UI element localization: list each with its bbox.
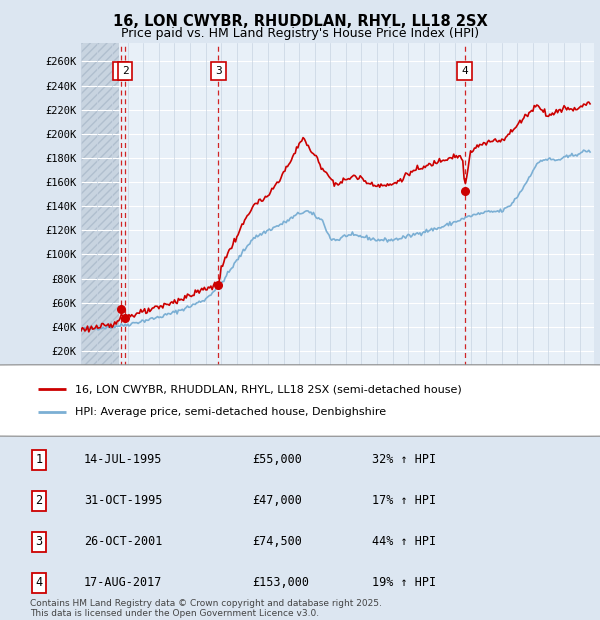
Text: Contains HM Land Registry data © Crown copyright and database right 2025.
This d: Contains HM Land Registry data © Crown c… [30, 599, 382, 618]
Text: 4: 4 [461, 66, 468, 76]
Text: 44% ↑ HPI: 44% ↑ HPI [372, 536, 436, 548]
Text: 14-JUL-1995: 14-JUL-1995 [84, 453, 163, 466]
Text: 17% ↑ HPI: 17% ↑ HPI [372, 494, 436, 507]
Text: £153,000: £153,000 [252, 577, 309, 590]
Text: Price paid vs. HM Land Registry's House Price Index (HPI): Price paid vs. HM Land Registry's House … [121, 27, 479, 40]
Text: 16, LON CWYBR, RHUDDLAN, RHYL, LL18 2SX: 16, LON CWYBR, RHUDDLAN, RHYL, LL18 2SX [113, 14, 487, 29]
Text: 3: 3 [215, 66, 222, 76]
Text: 19% ↑ HPI: 19% ↑ HPI [372, 577, 436, 590]
Text: £55,000: £55,000 [252, 453, 302, 466]
Text: 2: 2 [35, 494, 43, 507]
Text: 1: 1 [35, 453, 43, 466]
Text: 17-AUG-2017: 17-AUG-2017 [84, 577, 163, 590]
Text: 2: 2 [122, 66, 128, 76]
Text: 1: 1 [117, 66, 124, 76]
Text: 31-OCT-1995: 31-OCT-1995 [84, 494, 163, 507]
Text: 32% ↑ HPI: 32% ↑ HPI [372, 453, 436, 466]
Text: £74,500: £74,500 [252, 536, 302, 548]
Text: HPI: Average price, semi-detached house, Denbighshire: HPI: Average price, semi-detached house,… [74, 407, 386, 417]
Text: 26-OCT-2001: 26-OCT-2001 [84, 536, 163, 548]
FancyBboxPatch shape [0, 365, 600, 436]
Bar [81, 43, 119, 375]
Text: 3: 3 [35, 536, 43, 548]
Text: £47,000: £47,000 [252, 494, 302, 507]
Text: 4: 4 [35, 577, 43, 590]
Text: 16, LON CWYBR, RHUDDLAN, RHYL, LL18 2SX (semi-detached house): 16, LON CWYBR, RHUDDLAN, RHYL, LL18 2SX … [74, 384, 461, 394]
